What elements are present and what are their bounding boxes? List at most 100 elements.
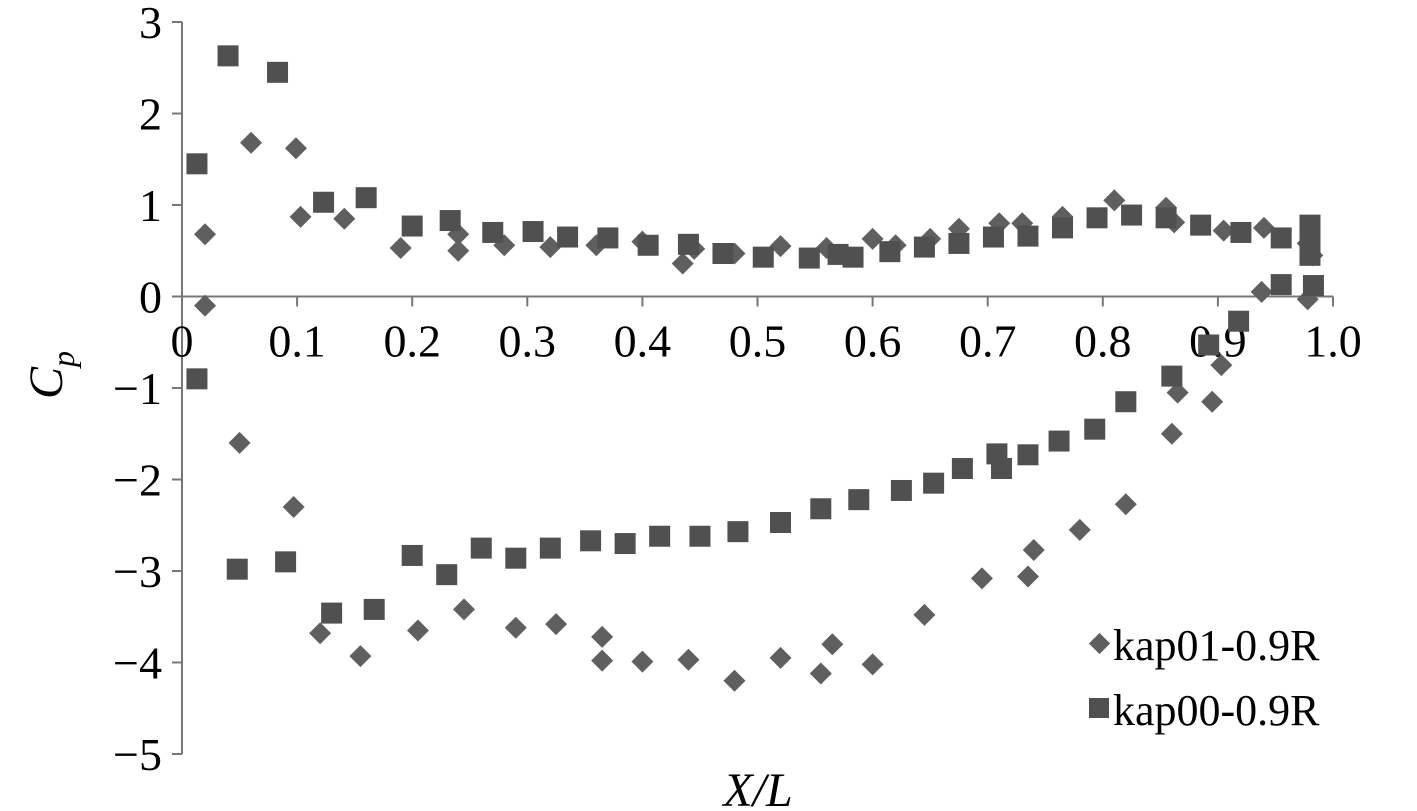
diamond-point [769, 235, 792, 258]
square-point [539, 537, 561, 559]
square-point [186, 368, 208, 390]
square-point [1155, 207, 1177, 229]
diamond-point [591, 625, 614, 648]
square-point [1084, 418, 1106, 440]
square-point [810, 498, 832, 520]
legend-label-kap01: kap01-0.9R [1113, 621, 1320, 670]
square-point [363, 598, 385, 620]
square-point [1198, 334, 1220, 356]
square-point [677, 233, 699, 255]
legend-marker-diamond [1088, 632, 1111, 655]
svg-text:Cp: Cp [20, 351, 81, 399]
x-tick-label: 0.6 [844, 316, 902, 367]
square-point [186, 153, 208, 175]
diamond-point [349, 645, 372, 668]
diamond-point [821, 633, 844, 656]
square-point [321, 602, 343, 624]
square-point [439, 210, 461, 232]
square-point [948, 232, 970, 254]
diamond-point [1250, 280, 1273, 303]
y-tick-label: −1 [113, 363, 162, 414]
square-point [649, 525, 671, 547]
square-point [752, 246, 774, 268]
square-point [436, 564, 458, 586]
square-point [1017, 444, 1039, 466]
square-point [1048, 430, 1070, 452]
square-point [879, 241, 901, 263]
diamond-point [389, 237, 412, 260]
diamond-point [194, 223, 217, 246]
x-tick-label: 0.8 [1074, 316, 1132, 367]
square-point [505, 547, 527, 569]
diamond-point [1201, 390, 1224, 413]
square-point [798, 247, 820, 269]
square-point [217, 45, 239, 67]
legend-item-kap00: kap00-0.9R [1089, 686, 1320, 735]
diamond-point [539, 236, 562, 259]
legend-label-kap00: kap00-0.9R [1113, 686, 1320, 735]
diamond-point [452, 598, 475, 621]
diamond-point [309, 622, 332, 645]
square-point [637, 234, 659, 256]
diamond-point [1022, 538, 1045, 561]
diamond-point [970, 567, 993, 590]
square-point [401, 215, 423, 237]
diamond-point [1160, 422, 1183, 445]
square-point [522, 221, 544, 243]
diamond-point [333, 207, 356, 230]
diamond-point [282, 495, 305, 518]
diamond-point [1103, 189, 1126, 212]
square-point [1228, 310, 1250, 332]
square-point [1086, 207, 1108, 229]
data-points [186, 45, 1324, 692]
x-tick-label: 0.3 [499, 316, 557, 367]
diamond-point [671, 252, 694, 275]
square-point [355, 187, 377, 209]
diamond-point [861, 227, 884, 250]
square-point [1270, 227, 1292, 249]
square-point [890, 479, 912, 501]
square-point [1052, 217, 1074, 239]
square-point [1230, 221, 1252, 243]
diamond-point [809, 662, 832, 685]
x-tick-label: 0.7 [959, 316, 1017, 367]
square-point [482, 221, 504, 243]
legend-marker-square [1089, 698, 1109, 718]
legend: kap01-0.9R kap00-0.9R [1088, 621, 1320, 735]
square-point [689, 525, 711, 547]
diamond-point [1252, 216, 1275, 239]
y-tick-label: −4 [113, 638, 162, 689]
diamond-point [194, 294, 217, 317]
square-point [923, 472, 945, 494]
y-tick-label: 0 [139, 272, 162, 323]
series-kap01 [194, 131, 1324, 692]
y-axis-title-subscript: p [45, 351, 81, 369]
square-point [580, 530, 602, 552]
square-point [614, 533, 636, 555]
y-tick-label: −3 [113, 546, 162, 597]
square-point [727, 521, 749, 543]
diamond-point [406, 619, 429, 642]
square-point [597, 227, 619, 249]
x-tick-label: 0.2 [383, 316, 441, 367]
x-tick-label: 0.5 [729, 316, 787, 367]
diamond-point [447, 239, 470, 262]
square-point [951, 458, 973, 480]
square-point [401, 544, 423, 566]
square-point [1299, 214, 1321, 236]
diamond-point [545, 613, 568, 636]
diamond-point [504, 616, 527, 639]
diamond-point [591, 649, 614, 672]
diamond-point [677, 648, 700, 671]
square-point [842, 246, 864, 268]
square-point [557, 226, 579, 248]
axis-ticks: 3210−1−2−3−4−500.10.20.30.40.50.60.70.80… [113, 0, 1362, 780]
x-tick-label: 0.1 [268, 316, 326, 367]
square-point [313, 191, 335, 213]
square-point [991, 458, 1013, 480]
square-point [1121, 204, 1143, 226]
square-point [1161, 365, 1183, 387]
square-point [1299, 244, 1321, 266]
square-point [982, 226, 1004, 248]
